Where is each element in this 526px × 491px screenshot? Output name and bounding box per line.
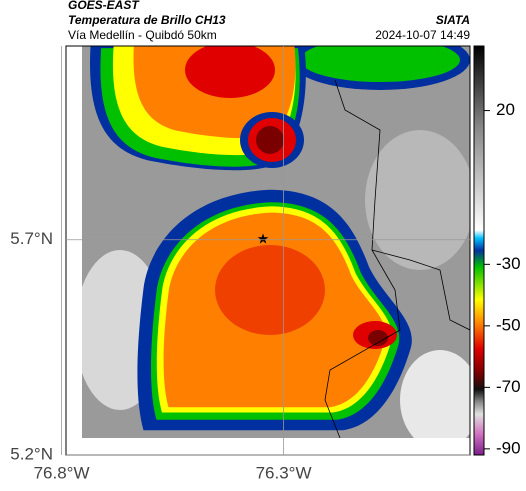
region: Vía Medellín - Quibdó 50km (68, 28, 217, 42)
location-marker: ★ (257, 231, 270, 247)
x-tick-label: 76.8°W (34, 463, 90, 482)
x-tick-label: 76.3°W (256, 463, 312, 482)
colorbar-tick-label: -50 (496, 315, 521, 334)
y-tick-label: 5.2°N (10, 444, 53, 463)
colorbar-tick-label: -70 (496, 377, 521, 396)
colorbar (473, 45, 485, 456)
product: Temperatura de Brillo CH13 (68, 13, 226, 27)
satellite-image (82, 46, 470, 438)
timestamp: 2024-10-07 14:49 (375, 28, 470, 42)
colorbar-tick-label: -90 (496, 438, 521, 457)
axes: 76.8°W 76.3°W 5.7°N 5.2°N 20 -30 -50 -70 -90 (10, 46, 521, 482)
y-tick-label: 5.7°N (10, 229, 53, 248)
colorbar-tick-label: -30 (496, 254, 521, 273)
colorbar-tick-label: 20 (496, 100, 515, 119)
source: SIATA (436, 13, 470, 27)
satellite: GOES-EAST (68, 0, 140, 12)
